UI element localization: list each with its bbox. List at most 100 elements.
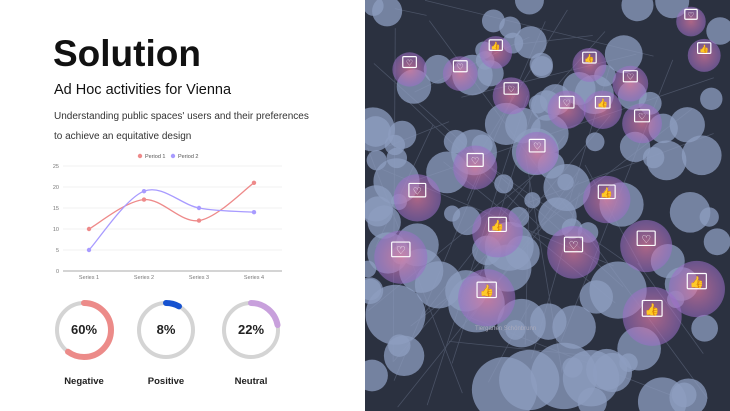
neutral-label: Neutral — [234, 376, 268, 387]
heart-icon[interactable]: ♡ — [563, 236, 584, 253]
thumbs-up-icon[interactable]: 👍 — [641, 299, 663, 317]
hotspot — [515, 131, 559, 175]
y-tick-label: 25 — [53, 164, 59, 170]
vienna-map[interactable]: ♡ 👍 ♡ 👍 ♡ ♡ 👍 ♡ 👍 ♡ 👍 ♡ ♡ 👍 ♡ 👍 ♡ ♡ 👍 ♡ ♡ 👍 Tiergarten Schönbr… — [365, 0, 730, 411]
activity-bubble — [557, 173, 574, 191]
description: Understanding public spaces' users and t… — [54, 111, 309, 142]
svg-text:👍: 👍 — [584, 53, 594, 63]
hotspot — [612, 65, 649, 102]
positive-value: 8% — [156, 322, 176, 337]
activity-bubble — [481, 9, 505, 33]
y-tick-label: 5 — [56, 248, 59, 254]
activity-bubble — [642, 146, 665, 169]
thumbs-up-icon[interactable]: 👍 — [686, 272, 707, 290]
svg-text:♡: ♡ — [533, 141, 541, 152]
activity-bubble — [365, 116, 391, 147]
neutral-value: 22% — [237, 322, 265, 337]
activity-bubble — [514, 26, 547, 59]
activity-bubble — [499, 349, 560, 411]
hotspot — [442, 56, 478, 92]
thumbs-up-icon[interactable]: 👍 — [597, 184, 616, 200]
data-point — [251, 180, 257, 185]
x-tick-label: Series 2 — [134, 275, 154, 281]
activity-bubble — [681, 135, 722, 176]
activity-bubble — [514, 0, 544, 15]
hotspot — [687, 38, 721, 72]
activity-bubble — [703, 228, 730, 256]
activity-bubble — [365, 0, 384, 16]
donut-arc — [221, 300, 281, 360]
activity-bubble — [691, 314, 718, 342]
svg-text:♡: ♡ — [641, 234, 651, 246]
donut-negative — [54, 300, 114, 360]
activity-bubble — [365, 260, 377, 278]
heart-icon[interactable]: ♡ — [408, 182, 427, 198]
x-tick-label: Series 1 — [79, 275, 99, 281]
svg-text:♡: ♡ — [471, 156, 480, 167]
thumbs-up-icon[interactable]: 👍 — [488, 39, 503, 51]
heart-icon[interactable]: ♡ — [528, 138, 546, 153]
heart-icon[interactable]: ♡ — [684, 8, 698, 20]
hotspot — [676, 6, 706, 37]
heart-icon[interactable]: ♡ — [391, 241, 411, 258]
activity-bubble — [562, 350, 620, 407]
map-label: Tiergarten Schönbrunn — [475, 326, 536, 332]
heart-icon[interactable]: ♡ — [466, 152, 484, 167]
activity-bubble — [669, 107, 705, 143]
legend-label: Period 2 — [178, 154, 199, 160]
svg-text:♡: ♡ — [396, 245, 406, 257]
line-chart: 0 5 10 15 20 25 Series 1 Series 2 Series 3 Series… — [53, 153, 282, 281]
activity-bubble — [700, 87, 723, 111]
donut-neutral — [221, 300, 281, 360]
negative-label: Negative — [64, 376, 104, 387]
heart-icon[interactable]: ♡ — [503, 82, 519, 95]
svg-text:♡: ♡ — [569, 240, 579, 252]
activity-bubble — [414, 261, 463, 309]
y-tick-label: 15 — [53, 206, 59, 212]
y-tick-label: 20 — [53, 185, 59, 191]
hotspot — [472, 206, 523, 258]
y-tick-label: 10 — [53, 227, 59, 233]
activity-bubble — [365, 278, 382, 301]
svg-text:♡: ♡ — [457, 63, 464, 72]
hotspot — [492, 77, 530, 115]
thumbs-up-icon[interactable]: 👍 — [594, 95, 611, 109]
heart-icon[interactable]: ♡ — [636, 230, 656, 247]
legend-marker — [170, 153, 176, 159]
hotspot — [572, 47, 607, 82]
negative-value: 60% — [70, 322, 98, 337]
thumbs-up-icon[interactable]: 👍 — [476, 281, 497, 299]
activity-bubble — [538, 197, 577, 236]
activity-bubble — [577, 387, 607, 411]
map-canvas[interactable]: ♡ 👍 ♡ 👍 ♡ ♡ 👍 ♡ 👍 ♡ 👍 ♡ ♡ 👍 ♡ 👍 ♡ ♡ 👍 ♡ ♡ 👍 Tiergarten Schönbr… — [365, 0, 730, 411]
positive-label: Positive — [147, 376, 185, 387]
hotspot — [583, 90, 622, 129]
thumbs-up-icon[interactable]: 👍 — [696, 42, 712, 54]
activity-bubble — [524, 192, 541, 209]
x-tick-label: Series 4 — [244, 275, 264, 281]
heart-icon[interactable]: ♡ — [402, 56, 417, 69]
hotspot — [547, 90, 586, 129]
svg-text:♡: ♡ — [688, 10, 695, 19]
activity-bubble — [585, 132, 605, 152]
thumbs-up-icon[interactable]: 👍 — [582, 51, 597, 64]
activity-bubble — [669, 192, 711, 233]
left-panel: Solution Ad Hoc activities for Vienna Un… — [52, 33, 309, 387]
svg-text:♡: ♡ — [406, 58, 413, 67]
heart-icon[interactable]: ♡ — [622, 70, 638, 83]
data-point — [141, 189, 147, 194]
heart-icon[interactable]: ♡ — [633, 109, 651, 123]
activity-bubble — [499, 16, 522, 39]
svg-text:👍: 👍 — [479, 284, 493, 298]
thumbs-up-icon[interactable]: 👍 — [488, 216, 507, 233]
svg-text:👍: 👍 — [600, 186, 613, 199]
svg-text:👍: 👍 — [597, 98, 608, 108]
heart-icon[interactable]: ♡ — [558, 95, 575, 109]
activity-bubble — [388, 334, 411, 357]
activity-bubble — [529, 52, 553, 77]
svg-text:♡: ♡ — [413, 186, 422, 197]
heart-icon[interactable]: ♡ — [452, 60, 468, 73]
data-point — [141, 197, 147, 202]
activity-bubble — [365, 284, 426, 345]
data-point — [251, 210, 257, 215]
